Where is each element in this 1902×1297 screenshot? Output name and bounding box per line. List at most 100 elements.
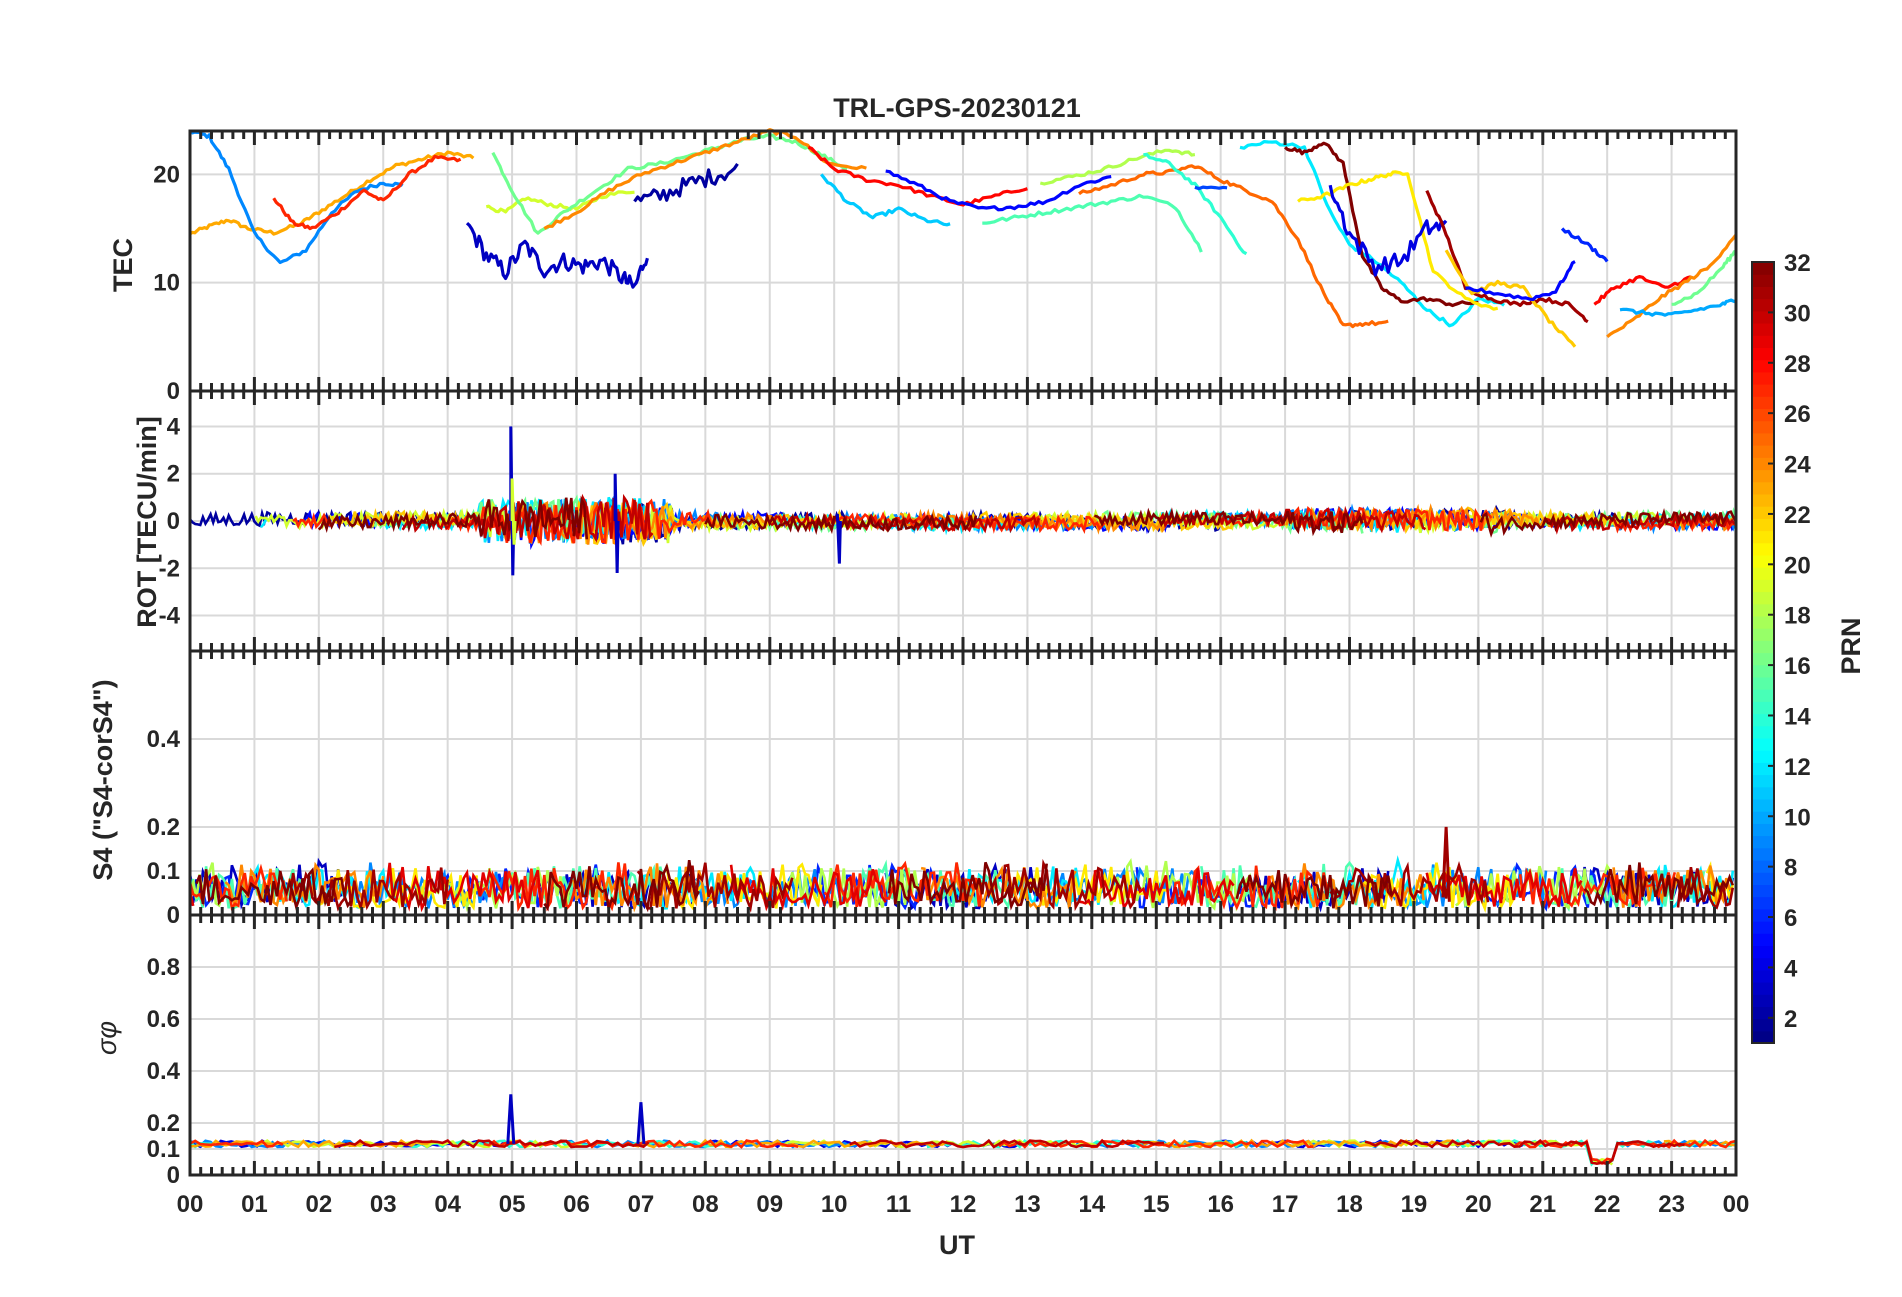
x-tick-label: 00	[1723, 1191, 1750, 1218]
colorbar-segment	[1752, 652, 1774, 666]
colorbar-tick-label: 12	[1784, 754, 1811, 781]
colorbar-segment	[1752, 310, 1774, 324]
tec-series-prn4	[1328, 184, 1448, 277]
colorbar-tick-label: 22	[1784, 502, 1811, 529]
tec-y-label: TEC	[108, 238, 138, 292]
s4-x-ticks	[188, 651, 1738, 915]
x-tick-label: 04	[434, 1191, 461, 1218]
colorbar-segment	[1752, 347, 1774, 361]
colorbar-segment	[1752, 908, 1774, 922]
colorbar-segment	[1752, 493, 1774, 507]
colorbar-tick-label: 28	[1784, 351, 1811, 378]
colorbar-segment	[1752, 737, 1774, 751]
colorbar-segment	[1752, 628, 1774, 641]
tec-y-tick-label: 10	[153, 270, 180, 297]
rot-spike	[510, 478, 517, 545]
colorbar-segment	[1752, 579, 1774, 593]
colorbar-segment	[1752, 274, 1774, 287]
colorbar-tick-label: 6	[1784, 905, 1797, 932]
sigma-series-prn30	[334, 1138, 1685, 1166]
colorbar-tick-label: 26	[1784, 401, 1811, 428]
colorbar-segment	[1752, 860, 1774, 873]
colorbar-segment	[1752, 567, 1774, 580]
tec-series-prn11	[820, 173, 951, 227]
colorbar-segment	[1752, 701, 1774, 715]
colorbar-segment	[1752, 457, 1774, 471]
tec-y-tick-label: 20	[153, 161, 180, 188]
colorbar-tick-label: 24	[1784, 452, 1811, 479]
x-tick-label: 03	[370, 1191, 397, 1218]
colorbar-segment	[1752, 518, 1774, 532]
colorbar-segment	[1752, 969, 1774, 983]
tec-series-prn10	[1619, 298, 1737, 317]
s4-y-tick-label: 0.1	[147, 858, 180, 885]
colorbar-segment	[1752, 713, 1774, 727]
colorbar-segment	[1752, 676, 1774, 690]
colorbar-segment	[1752, 530, 1774, 544]
x-tick-label: 09	[756, 1191, 783, 1218]
tec-series-prn9	[189, 129, 404, 265]
colorbar-segment	[1752, 921, 1774, 934]
colorbar-segment	[1752, 896, 1774, 910]
colorbar-segment	[1752, 420, 1774, 434]
colorbar-segment	[1752, 823, 1774, 837]
tec-series-prn5	[885, 169, 1112, 212]
colorbar-tick-label: 30	[1784, 300, 1811, 327]
x-tick-label: 05	[499, 1191, 526, 1218]
tec-series-prn12	[1239, 140, 1506, 328]
rot-y-tick-label: -4	[159, 603, 181, 630]
rot-y-tick-label: 2	[167, 461, 180, 488]
x-tick-label: 22	[1594, 1191, 1621, 1218]
x-tick-label: 07	[628, 1191, 655, 1218]
colorbar-segment	[1752, 359, 1774, 373]
sigma-series-prn27	[189, 1138, 1737, 1166]
x-tick-label: 19	[1401, 1191, 1428, 1218]
tec-series-prn16	[491, 133, 848, 235]
tec-series-prn16	[1671, 250, 1737, 306]
colorbar-segment	[1752, 689, 1774, 702]
rot-spike	[835, 513, 842, 564]
colorbar-segment	[1752, 384, 1774, 397]
tec-series-prn6	[1560, 227, 1609, 263]
sigma_phi-y-tick-label: 0	[167, 1162, 180, 1189]
colorbar-tick-label: 10	[1784, 804, 1811, 831]
colorbar-segment	[1752, 554, 1774, 568]
colorbar-frame	[1751, 261, 1775, 1044]
tec-series-prn15	[982, 193, 1203, 253]
colorbar-label: PRN	[1836, 617, 1866, 674]
tec-series-prn3	[465, 221, 649, 289]
sigma_phi-y-tick-label: 0.2	[147, 1110, 180, 1137]
colorbar-segment	[1752, 798, 1774, 812]
colorbar-segment	[1752, 445, 1774, 458]
sigma_phi-y-tick-label: 0.6	[147, 1006, 180, 1033]
chart-title: TRL-GPS-20230121	[833, 93, 1081, 123]
tec-series-prn24	[543, 128, 867, 230]
colorbar-segment	[1752, 835, 1774, 849]
colorbar-segment	[1752, 481, 1774, 495]
x-axis-label: UT	[939, 1230, 975, 1260]
colorbar-tick-label: 20	[1784, 552, 1811, 579]
rot-x-ticks	[188, 391, 1738, 651]
colorbar-segment	[1752, 506, 1774, 519]
rot-y-tick-label: -2	[159, 555, 180, 582]
tec-series-prn31	[1425, 189, 1589, 324]
colorbar-segment	[1752, 811, 1774, 824]
colorbar-segment	[1752, 725, 1774, 739]
s4-y-label: S4 ("S4-corS4")	[88, 679, 118, 880]
colorbar-segment	[1752, 262, 1774, 275]
colorbar-segment	[1752, 591, 1774, 605]
colorbar-segment	[1752, 469, 1774, 483]
x-tick-label: 18	[1336, 1191, 1363, 1218]
colorbar-segment	[1752, 603, 1774, 617]
s4-y-tick-label: 0	[167, 902, 180, 929]
x-tick-label: 08	[692, 1191, 719, 1218]
rot-spike	[613, 473, 620, 574]
rot-y-label: ROT [TECU/min]	[132, 416, 162, 627]
colorbar-tick-label: 32	[1784, 250, 1811, 277]
colorbar-segment	[1752, 982, 1774, 995]
x-tick-label: 11	[886, 1191, 911, 1218]
s4-series-prn29	[188, 862, 1583, 913]
colorbar-tick-label: 2	[1784, 1006, 1797, 1033]
x-tick-label: 06	[563, 1191, 590, 1218]
